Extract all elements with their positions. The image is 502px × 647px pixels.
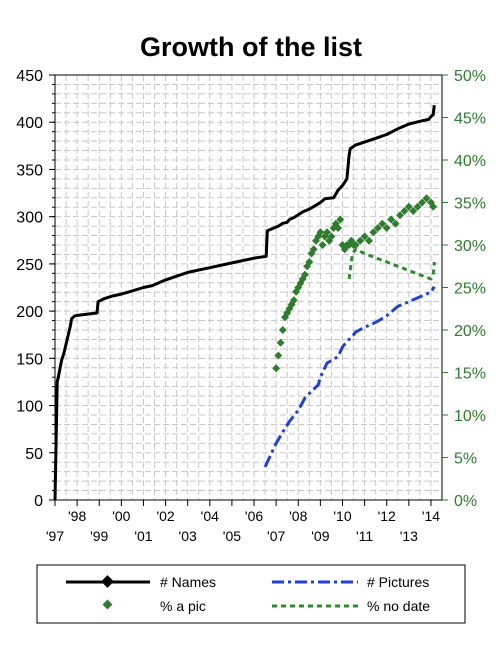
legend-box <box>36 564 466 624</box>
legend-pct-no-date-label: % no date <box>367 598 430 614</box>
pct-pic-point <box>382 224 391 232</box>
legend-pictures-label: # Pictures <box>367 574 429 590</box>
y-tick-label: 50 <box>25 446 43 463</box>
x-tick-label-lower: '01 <box>134 528 152 544</box>
pct-pic-point <box>422 194 431 203</box>
y2-tick-label: 50% <box>454 68 486 85</box>
legend: # Names # Pictures % a pic % no date <box>36 564 466 624</box>
pct-pic-point <box>300 270 309 279</box>
pct-pic-point <box>272 364 281 373</box>
x-tick-label-upper: '02 <box>156 508 174 524</box>
pct-pic-point <box>418 198 427 207</box>
y2-tick-label: 10% <box>454 408 486 425</box>
pct-pic-point <box>351 241 360 249</box>
x-tick-label-lower: '11 <box>356 528 373 544</box>
y-tick-label: 350 <box>16 162 43 179</box>
grid <box>54 74 443 501</box>
x-tick-label-lower: '03 <box>179 528 197 544</box>
pct-pic-point <box>356 236 365 245</box>
x-tick-label-lower: '07 <box>267 528 285 544</box>
pct-pic-point <box>404 202 413 211</box>
x-tick-label-upper: '14 <box>422 508 440 524</box>
pct-pic-point <box>365 236 373 245</box>
pct-pic-point <box>334 224 343 232</box>
pct-pic-point <box>387 215 396 224</box>
y-tick-label: 250 <box>16 257 43 274</box>
pct-pic-point <box>400 207 409 215</box>
pct-pic-point <box>318 241 327 249</box>
chart-title: Growth of the list <box>140 32 362 62</box>
pictures-series-line <box>263 285 436 468</box>
pct-pic-point <box>276 338 285 347</box>
y2-tick-label: 15% <box>454 366 486 383</box>
x-tick-label-upper: '00 <box>112 508 130 524</box>
pct-pic-point <box>409 207 418 215</box>
y-tick-label: 200 <box>16 304 43 321</box>
y-tick-label: 150 <box>16 351 43 368</box>
x-tick-label-upper: '98 <box>68 508 86 524</box>
pct-pic-point <box>309 245 318 254</box>
x-tick-label-upper: '08 <box>289 508 307 524</box>
pct-no-date-series-line <box>347 247 436 281</box>
pct-pic-point <box>429 202 438 211</box>
names-series-line <box>53 105 436 501</box>
series-layer <box>53 105 438 501</box>
pct-pic-point <box>336 215 345 224</box>
y2-tick-label: 35% <box>454 196 486 213</box>
y2-tick-label: 45% <box>454 111 486 128</box>
pct-pic-point <box>278 326 287 334</box>
x-tick-label-lower: '99 <box>90 528 108 544</box>
legend-pct-pic-marker <box>102 599 113 610</box>
x-tick-label-upper: '06 <box>245 508 263 524</box>
x-tick-label-upper: '04 <box>201 508 219 524</box>
plot-frame <box>54 74 443 501</box>
pct-pic-point <box>316 228 325 237</box>
legend-pct-pic-label: % a pic <box>160 598 206 614</box>
y-tick-label: 100 <box>16 399 43 416</box>
pct-pic-point <box>305 258 314 266</box>
x-tick-label-lower: '97 <box>46 528 64 544</box>
pct-pic-point <box>373 224 382 232</box>
x-tick-label-lower: '13 <box>400 528 418 544</box>
x-tick-label-lower: '05 <box>223 528 241 544</box>
pct-pic-point <box>413 202 422 211</box>
y2-tick-label: 25% <box>454 281 486 298</box>
y-tick-label: 0 <box>34 493 43 510</box>
y-tick-label: 400 <box>16 115 43 132</box>
pct-pic-point <box>396 211 404 220</box>
pct-pic-point <box>327 232 336 241</box>
x-tick-label-upper: '10 <box>333 508 351 524</box>
y2-tick-label: 20% <box>454 323 486 340</box>
y2-tick-label: 5% <box>454 451 477 468</box>
y2-tick-label: 30% <box>454 238 486 255</box>
axes: 0 50 100 150 200 250 300 350 400 450 0% 5% 10% 15% 20%… <box>16 68 486 544</box>
pct-pic-point <box>323 228 331 237</box>
y2-tick-label: 40% <box>454 153 486 170</box>
y2-tick-label: 0% <box>454 493 477 510</box>
pct-pic-point <box>274 351 283 360</box>
pct-pic-point <box>360 232 369 241</box>
y-tick-label: 450 <box>16 68 43 85</box>
x-tick-label-lower: '09 <box>311 528 329 544</box>
pct-pic-point <box>369 228 378 237</box>
pct-pic-point <box>289 296 298 305</box>
legend-names-label: # Names <box>160 574 216 590</box>
y-tick-label: 300 <box>16 210 43 227</box>
pct-pic-point <box>378 219 387 228</box>
x-tick-label-upper: '12 <box>378 508 396 524</box>
pct-pic-point <box>391 219 400 228</box>
